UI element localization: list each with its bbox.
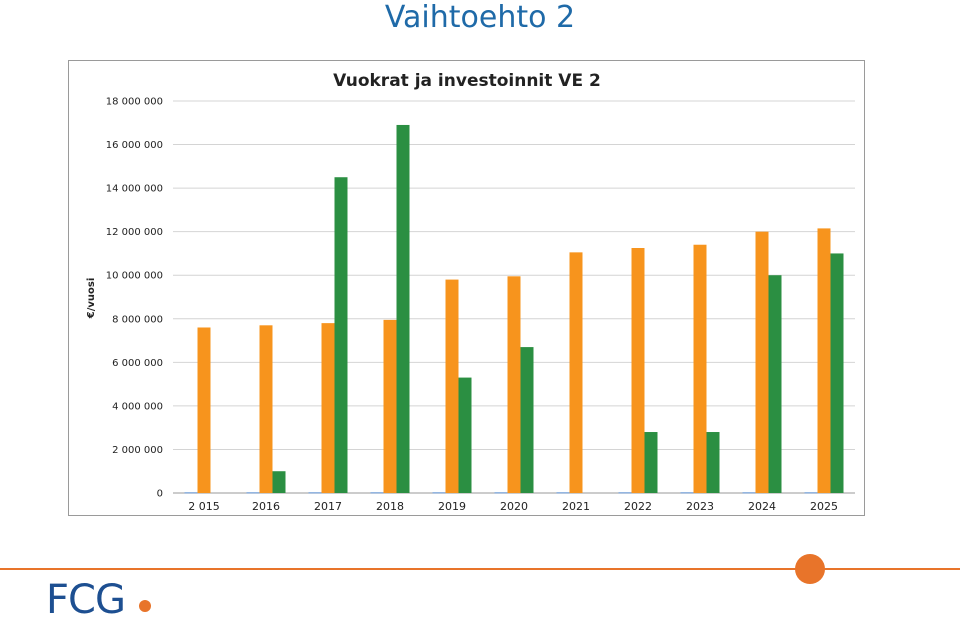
bar [432, 492, 446, 494]
y-tick-label: 14 000 000 [106, 184, 163, 195]
x-tick-label: 2021 [562, 500, 590, 513]
x-tick-label: 2019 [438, 500, 466, 513]
x-tick-label: 2 015 [188, 500, 220, 513]
x-tick-label: 2023 [686, 500, 714, 513]
slide-title: Vaihtoehto 2 [384, 0, 576, 35]
y-tick-label: 12 000 000 [106, 227, 163, 238]
bar [308, 492, 322, 494]
y-tick-label: 18 000 000 [106, 97, 163, 108]
x-tick-label: 2017 [314, 500, 342, 513]
fcg-logo: FCG [46, 577, 126, 623]
logo-dot-icon [139, 600, 151, 612]
chart-title: Vuokrat ja investoinnit VE 2 [333, 71, 601, 91]
footer-accent-dot [795, 554, 825, 584]
bar [644, 432, 658, 493]
x-tick-label: 2024 [748, 500, 776, 513]
x-tick-label: 2016 [252, 500, 280, 513]
y-tick-label: 6 000 000 [112, 358, 163, 369]
x-tick-label: 2018 [376, 500, 404, 513]
y-tick-label: 2 000 000 [112, 445, 163, 456]
bar [184, 492, 198, 494]
y-tick-label: 4 000 000 [112, 401, 163, 412]
y-tick-label: 0 [157, 489, 163, 500]
y-tick-label: 10 000 000 [106, 271, 163, 282]
bar [458, 377, 472, 493]
y-axis-title: €/vuosi [86, 278, 97, 320]
bar [259, 325, 273, 493]
bar [197, 327, 211, 493]
bar [618, 492, 632, 494]
x-tick-label: 2025 [810, 500, 838, 513]
bar [804, 492, 818, 494]
bar [706, 432, 720, 493]
bar [321, 323, 335, 493]
bars [184, 124, 844, 494]
bar [742, 492, 756, 494]
bar [507, 276, 521, 493]
footer-divider [0, 568, 960, 570]
bar [396, 124, 410, 493]
x-axis-ticks: 2 015 2016 2017 2018 2019 2020 2021 2022 2023 202… [188, 500, 838, 513]
bar [817, 228, 831, 493]
bar [370, 492, 384, 494]
bar [494, 492, 508, 494]
bar [445, 279, 459, 493]
x-tick-label: 2022 [624, 500, 652, 513]
bar [334, 177, 348, 493]
bar [631, 248, 645, 493]
bar [680, 492, 694, 494]
bar [520, 347, 534, 493]
bar [383, 319, 397, 493]
y-tick-label: 16 000 000 [106, 140, 163, 151]
bar [830, 253, 844, 493]
chart-frame: Vuokrat ja investoinnit VE 2 €/vuosi 0 2 … [68, 60, 865, 516]
bar [768, 275, 782, 493]
bar [246, 492, 260, 494]
y-axis-ticks: 0 2 000 000 4 000 000 6 000 000 8 000 000 10 … [106, 97, 163, 500]
bar-chart: Vuokrat ja investoinnit VE 2 €/vuosi 0 2 … [86, 71, 855, 513]
bar [556, 492, 570, 494]
bar [569, 252, 583, 493]
bar [755, 231, 769, 493]
bar [693, 244, 707, 493]
bar [272, 471, 286, 493]
x-tick-label: 2020 [500, 500, 528, 513]
y-tick-label: 8 000 000 [112, 314, 163, 325]
